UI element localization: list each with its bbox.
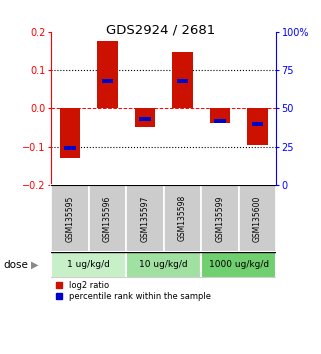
Bar (201, 185, 239, 252)
Text: dose: dose (3, 260, 28, 270)
Bar (89, 185, 126, 252)
Bar (252, 122, 263, 126)
Bar (214, 119, 226, 122)
Text: 1000 ug/kg/d: 1000 ug/kg/d (209, 261, 269, 269)
Bar (172, 52, 193, 108)
Text: GSM135600: GSM135600 (253, 195, 262, 241)
Text: 1 ug/kg/d: 1 ug/kg/d (67, 261, 110, 269)
Text: 10 ug/kg/d: 10 ug/kg/d (139, 261, 188, 269)
Text: GSM135598: GSM135598 (178, 195, 187, 241)
Text: GSM135599: GSM135599 (215, 195, 224, 241)
Bar (51, 185, 89, 252)
Bar (60, 108, 80, 158)
Text: GSM135595: GSM135595 (65, 195, 74, 241)
Text: GDS2924 / 2681: GDS2924 / 2681 (106, 23, 215, 36)
Bar (201, 252, 276, 278)
Text: GSM135597: GSM135597 (141, 195, 150, 241)
Bar (97, 41, 118, 108)
Bar (65, 146, 76, 150)
Bar (177, 79, 188, 83)
Legend: log2 ratio, percentile rank within the sample: log2 ratio, percentile rank within the s… (56, 281, 211, 301)
Bar (126, 252, 201, 278)
Bar (164, 185, 201, 252)
Bar (102, 79, 113, 83)
Bar (135, 108, 155, 127)
Bar (51, 252, 126, 278)
Bar (239, 185, 276, 252)
Bar (247, 108, 268, 145)
Bar (126, 185, 164, 252)
Bar (210, 108, 230, 123)
Bar (139, 117, 151, 121)
Text: ▶: ▶ (30, 260, 38, 270)
Text: GSM135596: GSM135596 (103, 195, 112, 241)
